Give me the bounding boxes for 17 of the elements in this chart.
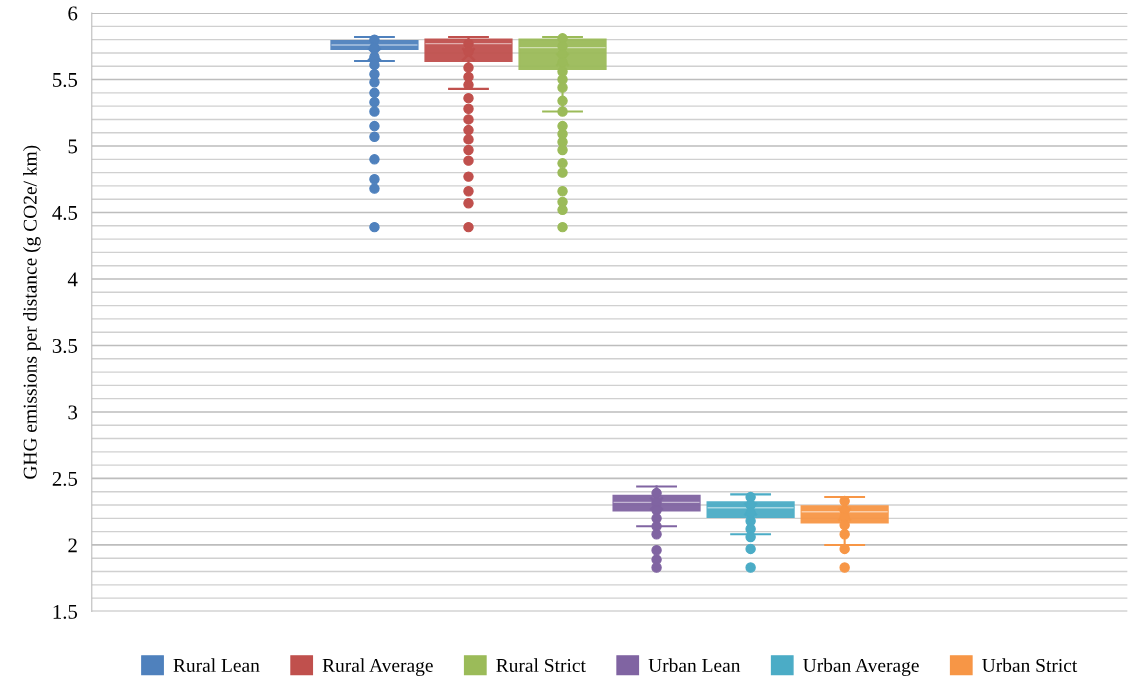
y-tick-label: 2 (68, 538, 77, 553)
y-tick-label: 5.5 (53, 73, 78, 88)
legend-label: Urban Strict (982, 658, 1078, 672)
y-tick-label: 4 (67, 272, 78, 287)
legend-label: Rural Average (322, 658, 433, 676)
y-tick-label: 2.5 (52, 471, 78, 486)
y-tick-label: 1.5 (53, 604, 78, 619)
legend-label: Urban Lean (648, 658, 741, 672)
y-tick-label: 6 (68, 6, 78, 21)
y-tick-label: 3 (68, 405, 78, 420)
legend-label: Urban Average (803, 658, 919, 676)
y-axis-title: GHG emissions per distance (g CO2e/ km) (23, 145, 41, 479)
y-tick-label: 3.5 (52, 338, 78, 354)
y-tick-label: 4.5 (52, 206, 78, 221)
legend-label: Rural Strict (496, 658, 586, 672)
legend-label: Rural Lean (173, 658, 260, 672)
y-tick-label: 5 (68, 139, 78, 154)
